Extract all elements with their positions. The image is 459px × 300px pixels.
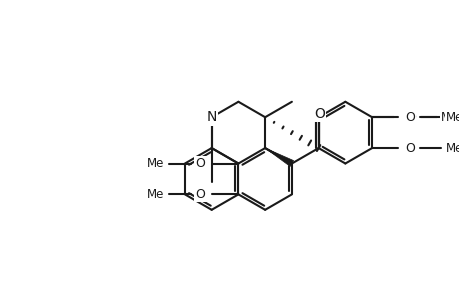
Polygon shape [264, 148, 293, 166]
Text: O: O [195, 157, 205, 170]
Text: Me: Me [440, 111, 457, 124]
Text: Me: Me [445, 111, 459, 124]
Text: O: O [195, 188, 205, 201]
Text: O: O [404, 142, 414, 154]
Text: Me: Me [147, 188, 164, 201]
Text: O: O [404, 111, 414, 124]
Text: O: O [405, 111, 415, 124]
Text: O: O [313, 106, 325, 121]
Text: N: N [206, 110, 216, 124]
Text: Me: Me [445, 142, 459, 154]
Text: Me: Me [147, 157, 164, 170]
